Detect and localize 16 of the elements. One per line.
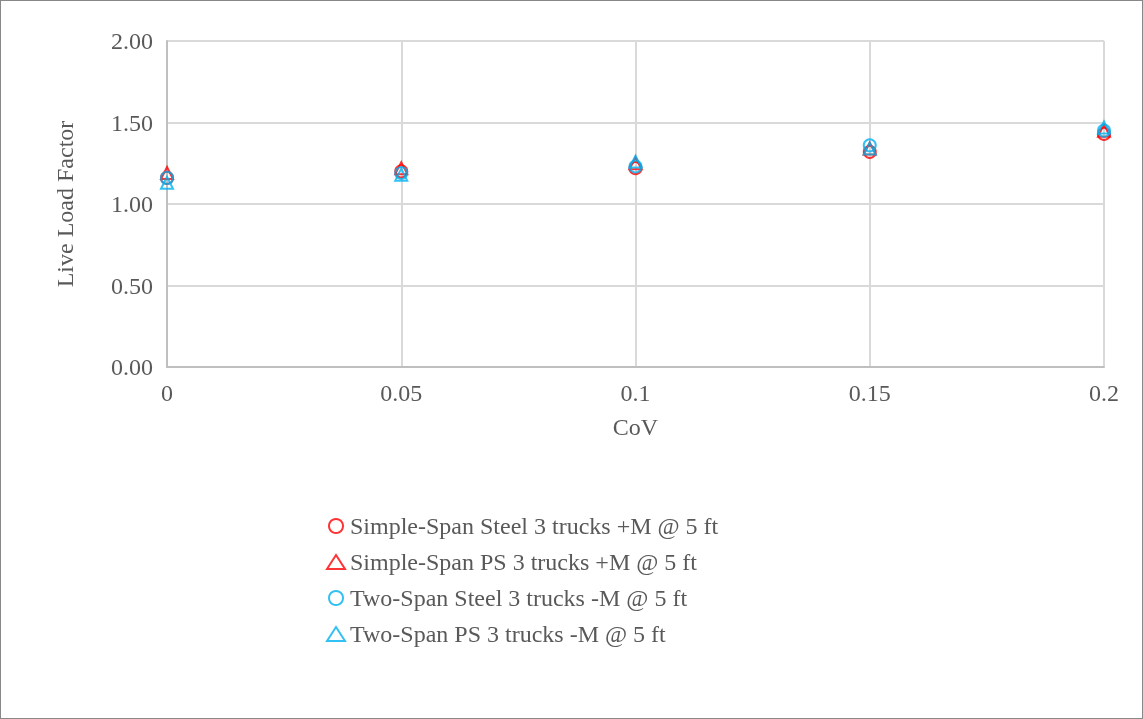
y-tick-label: 1.50: [111, 109, 153, 136]
x-tick-label: 0: [161, 380, 173, 406]
legend-label: Two-Span Steel 3 trucks -M @ 5 ft: [350, 585, 688, 611]
x-axis-title: CoV: [612, 414, 659, 440]
y-tick-label: 0.00: [111, 354, 153, 380]
legend-label: Simple-Span Steel 3 trucks +M @ 5 ft: [350, 513, 719, 539]
y-axis-title: Live Load Factor: [52, 120, 78, 288]
y-tick-label: 2.00: [111, 28, 153, 54]
x-tick-label: 0.15: [848, 380, 891, 406]
legend-label: Simple-Span PS 3 trucks +M @ 5 ft: [350, 549, 698, 575]
x-tick-label: 0.1: [620, 380, 651, 406]
legend-label: Two-Span PS 3 trucks -M @ 5 ft: [350, 621, 667, 647]
y-tick-label: 1.00: [111, 191, 153, 217]
x-tick-label: 0.2: [1089, 380, 1119, 406]
x-tick-label: 0.05: [380, 380, 423, 406]
y-tick-label: 0.50: [111, 272, 153, 299]
